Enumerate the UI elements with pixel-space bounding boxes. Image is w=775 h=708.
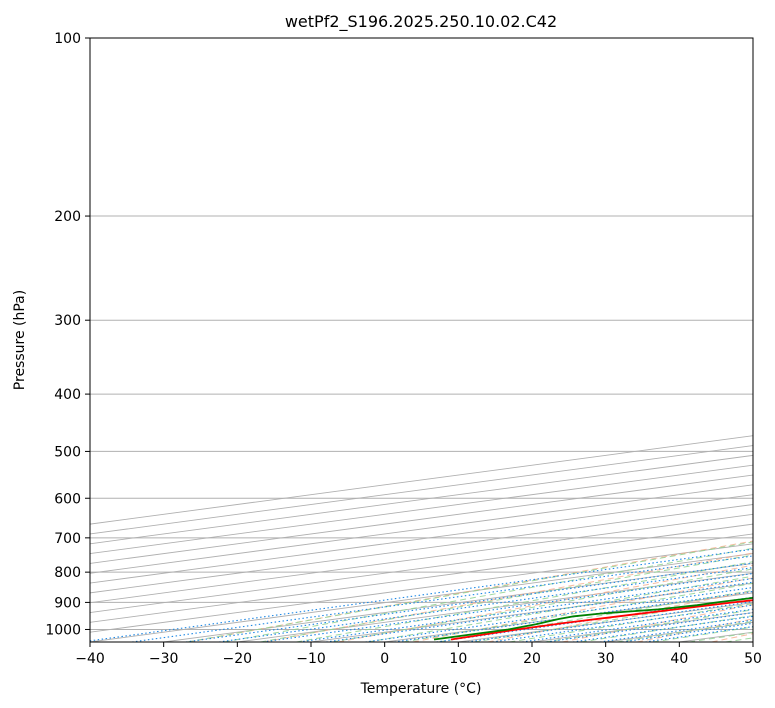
dry-adiabat: [711, 633, 753, 642]
dry-adiabat: [263, 552, 753, 642]
mixing-ratio-line: [185, 562, 753, 642]
moist-adiabat: [580, 615, 753, 642]
dewpoint-profile-line: [433, 596, 753, 641]
x-tick-label: 50: [744, 651, 762, 667]
isotherm-line: [90, 454, 753, 545]
isotherm-line: [90, 464, 753, 555]
mixing-ratio-line: [262, 572, 753, 642]
profile-lines: [433, 596, 753, 641]
x-tick-label: 20: [523, 651, 541, 667]
x-tick-label: 30: [597, 651, 615, 667]
moist-adiabat: [689, 631, 753, 642]
x-tick-label: 0: [380, 651, 389, 667]
grid-layer: [90, 38, 753, 642]
y-tick-label: 300: [54, 313, 81, 329]
y-tick-label: 600: [54, 491, 81, 507]
moist-adiabat: [223, 547, 753, 642]
y-tick-label: 700: [54, 531, 81, 547]
x-tick-label: −40: [75, 651, 105, 667]
isotherm-line: [90, 523, 753, 613]
mixing-ratio-line: [90, 548, 753, 642]
isotherm-line: [752, 641, 753, 642]
y-tick-label: 800: [54, 565, 81, 581]
isotherm-line: [90, 494, 753, 584]
y-tick-label: 1000: [45, 622, 81, 638]
chart-title: wetPf2_S196.2025.250.10.02.C42: [285, 12, 557, 32]
x-tick-label: 10: [449, 651, 467, 667]
y-tick-label: 400: [54, 387, 81, 403]
isotherm-line: [90, 445, 753, 535]
isotherm-line: [90, 504, 753, 594]
moist-adiabat: [509, 603, 753, 642]
axes: −40 −30 −20 −10 0 10 20 30 40 50 100 200 300 400 500 60…: [45, 31, 762, 667]
y-tick-label: 900: [54, 595, 81, 611]
y-tick-label: 500: [54, 444, 81, 460]
temperature-profile-line: [450, 599, 753, 641]
x-axis-label: Temperature (°C): [360, 681, 482, 697]
isotherm-line: [90, 513, 753, 604]
moist-adiabat: [652, 626, 753, 642]
moist-adiabat: [473, 596, 753, 642]
moist-adiabat: [260, 554, 753, 642]
isotherm-line: [90, 484, 753, 574]
isotherm-line: [310, 582, 753, 642]
y-tick-label: 100: [54, 31, 81, 47]
isotherm-line: [531, 612, 753, 642]
isotherm-line: [458, 602, 753, 642]
moist-adiabat: [296, 561, 753, 642]
isotherm-line: [90, 533, 753, 623]
isotherm-line: [90, 543, 753, 633]
x-tick-label: −30: [149, 651, 179, 667]
mixing-ratio-line: [326, 581, 753, 642]
background-lines: [90, 540, 753, 642]
y-tick-label: 200: [54, 209, 81, 225]
isotherm-line: [605, 621, 753, 642]
plot-frame: [89, 37, 754, 643]
dry-adiabat: [636, 618, 753, 642]
y-axis-label: Pressure (hPa): [12, 290, 28, 390]
dry-adiabat: [487, 590, 753, 642]
x-tick-label: −10: [296, 651, 326, 667]
isotherm-line: [90, 553, 753, 642]
isotherm-line: [384, 592, 753, 642]
x-tick-label: 40: [670, 651, 688, 667]
dry-adiabat: [562, 604, 753, 642]
isotherm-line: [90, 474, 753, 564]
isotherm-line: [90, 435, 753, 525]
dry-adiabat: [188, 540, 753, 642]
mixing-ratio-line: [365, 586, 753, 642]
mixing-ratio-line: [299, 577, 753, 642]
moist-adiabat: [544, 609, 753, 642]
x-tick-label: −20: [223, 651, 253, 667]
dry-adiabat: [412, 577, 753, 642]
mixing-ratio-line: [131, 555, 753, 642]
